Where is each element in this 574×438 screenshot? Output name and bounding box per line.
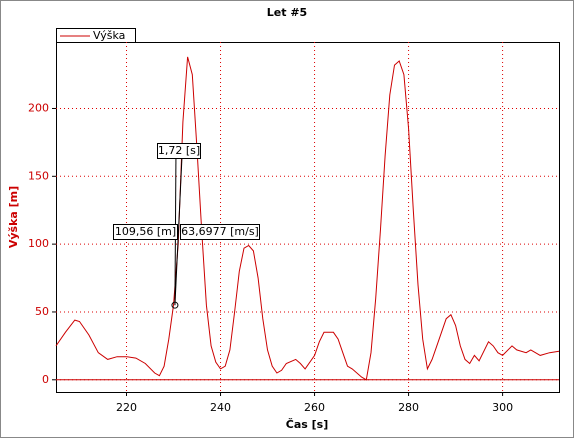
y-axis-label: Výška [m] (7, 186, 20, 248)
y-tick-label: 0 (42, 373, 49, 386)
chart-title: Let #5 (267, 6, 307, 19)
y-tick-label: 150 (28, 169, 49, 182)
annotation-box (157, 143, 201, 159)
x-tick-label: 300 (492, 401, 513, 414)
annotation-label: 63,6977 [m/s] (181, 225, 259, 238)
data-line (55, 56, 560, 381)
annotation-marker (171, 301, 179, 309)
y-tick-label: 200 (28, 101, 49, 114)
annotation-label: 1,72 [s] (158, 144, 200, 157)
x-axis-label: Čas [s] (286, 418, 328, 431)
x-tick-label: 280 (398, 401, 419, 414)
y-tick-label: 100 (28, 237, 49, 250)
annotation-line (174, 157, 183, 306)
legend-label: Výška (93, 29, 125, 42)
x-tick-label: 220 (116, 401, 137, 414)
annotation-label: 109,56 [m] (115, 225, 176, 238)
annotation-box (180, 224, 260, 240)
annotation-box (113, 224, 178, 240)
x-tick-label: 240 (210, 401, 231, 414)
y-tick-label: 50 (35, 305, 49, 318)
x-tick-label: 260 (304, 401, 325, 414)
legend: Výška (56, 28, 136, 44)
plot-area (56, 42, 560, 393)
